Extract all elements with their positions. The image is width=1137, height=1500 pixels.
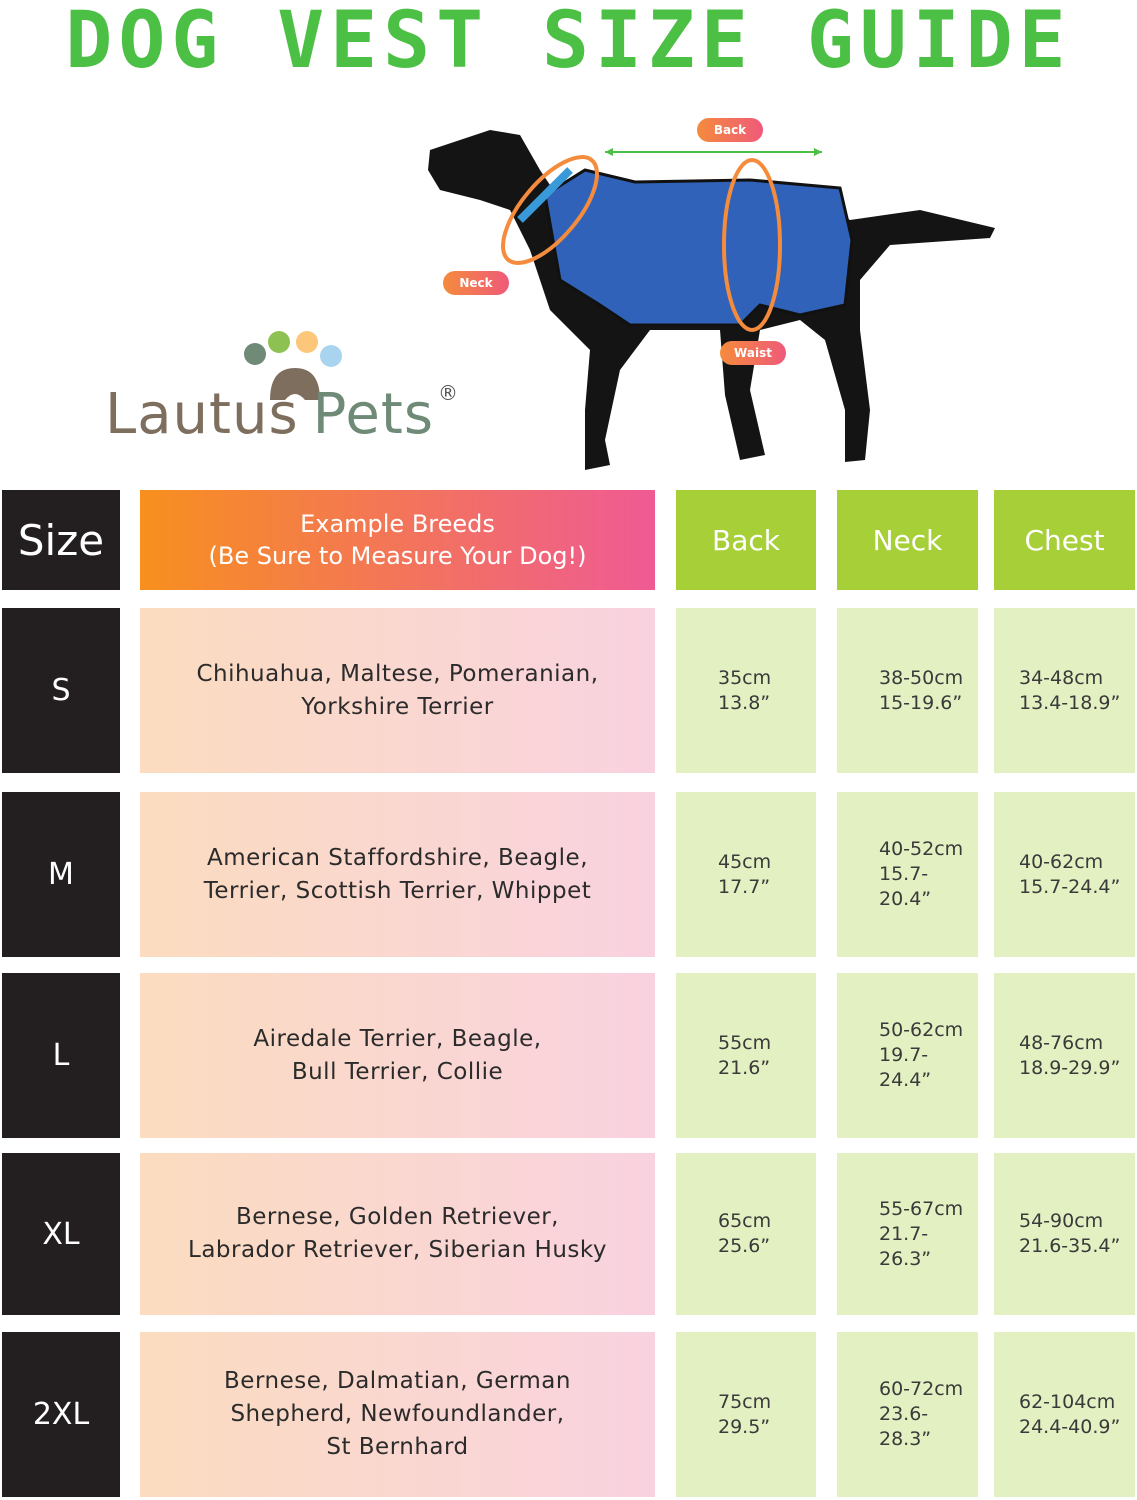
registered-mark: ® <box>438 381 459 405</box>
header-size: Size <box>2 490 120 590</box>
cell-breeds: Chihuahua, Maltese, Pomeranian, Yorkshir… <box>140 608 655 773</box>
cell-breeds: Bernese, Dalmatian, German Shepherd, New… <box>140 1332 655 1497</box>
cell-chest: 40-62cm 15.7-24.4” <box>994 792 1135 957</box>
waist-label: Waist <box>720 341 786 365</box>
dog-vest-illustration <box>428 130 995 470</box>
cell-back: 75cm 29.5” <box>676 1332 816 1497</box>
cell-size: M <box>2 792 120 957</box>
cell-neck: 38-50cm 15-19.6” <box>837 608 978 773</box>
cell-back: 65cm 25.6” <box>676 1153 816 1315</box>
header-chest: Chest <box>994 490 1135 590</box>
cell-back: 35cm 13.8” <box>676 608 816 773</box>
cell-chest: 48-76cm 18.9-29.9” <box>994 973 1135 1138</box>
neck-label: Neck <box>443 271 509 295</box>
cell-neck: 40-52cm 15.7-20.4” <box>837 792 978 957</box>
brand-name-pets: Pets <box>312 382 434 447</box>
brand-wordmark: Lautus Pets ® <box>105 382 459 447</box>
header-back: Back <box>676 490 816 590</box>
cell-size: L <box>2 973 120 1138</box>
waist-marker <box>722 158 782 332</box>
cell-neck: 60-72cm 23.6-28.3” <box>837 1332 978 1497</box>
back-label: Back <box>697 118 763 142</box>
cell-size: 2XL <box>2 1332 120 1497</box>
header-breeds: Example Breeds (Be Sure to Measure Your … <box>140 490 655 590</box>
cell-size: S <box>2 608 120 773</box>
cell-chest: 54-90cm 21.6-35.4” <box>994 1153 1135 1315</box>
page-title: DOG VEST SIZE GUIDE <box>65 0 1072 86</box>
collar <box>517 167 573 223</box>
cell-neck: 55-67cm 21.7-26.3” <box>837 1153 978 1315</box>
cell-back: 45cm 17.7” <box>676 792 816 957</box>
cell-breeds: American Staffordshire, Beagle, Terrier,… <box>140 792 655 957</box>
neck-marker <box>501 155 599 265</box>
cell-chest: 62-104cm 24.4-40.9” <box>994 1332 1135 1497</box>
cell-back: 55cm 21.6” <box>676 973 816 1138</box>
cell-breeds: Bernese, Golden Retriever, Labrador Retr… <box>140 1153 655 1315</box>
brand-logo: Lautus Pets ® <box>105 330 515 475</box>
brand-name-lautus: Lautus <box>105 382 299 447</box>
cell-size: XL <box>2 1153 120 1315</box>
paw-icon <box>244 331 342 400</box>
header-neck: Neck <box>837 490 978 590</box>
cell-neck: 50-62cm 19.7-24.4” <box>837 973 978 1138</box>
cell-chest: 34-48cm 13.4-18.9” <box>994 608 1135 773</box>
cell-breeds: Airedale Terrier, Beagle, Bull Terrier, … <box>140 973 655 1138</box>
